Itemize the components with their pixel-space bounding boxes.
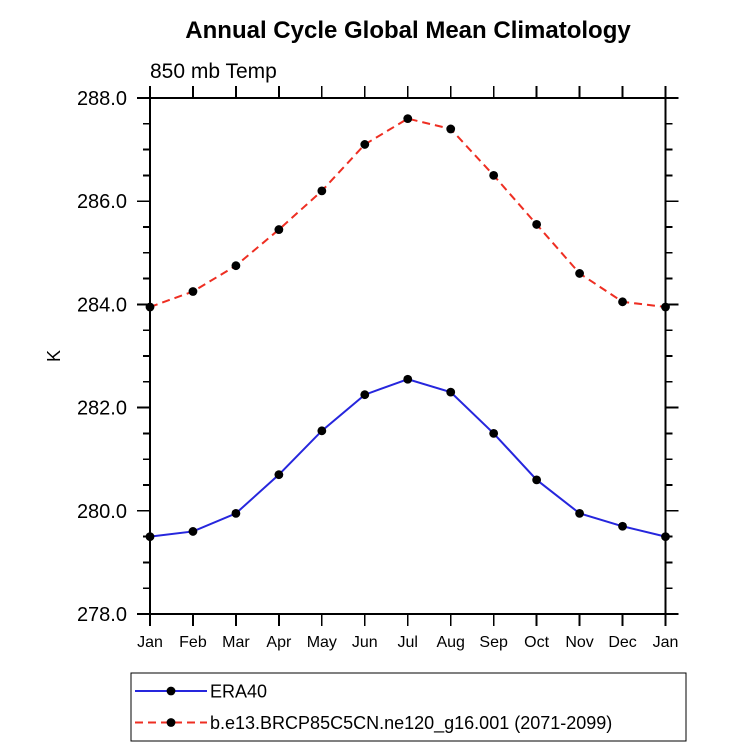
y-tick-label: 284.0 bbox=[77, 294, 127, 316]
data-point-series-1 bbox=[446, 124, 456, 134]
data-point-series-1 bbox=[145, 302, 155, 312]
x-tick-label: Mar bbox=[222, 634, 250, 651]
legend-label-model: b.e13.BRCP85C5CN.ne120_g16.001 (2071-209… bbox=[210, 713, 612, 734]
chart-subtitle: 850 mb Temp bbox=[150, 60, 277, 83]
y-tick-label: 288.0 bbox=[77, 88, 127, 110]
data-point-series-1 bbox=[489, 171, 499, 180]
data-series bbox=[145, 114, 670, 541]
data-point-series-0 bbox=[188, 527, 198, 536]
data-point-series-1 bbox=[575, 269, 584, 278]
legend-marker-circle bbox=[166, 718, 176, 727]
x-tick-label: Oct bbox=[524, 634, 549, 651]
legend-box bbox=[130, 672, 687, 742]
data-point-series-1 bbox=[661, 302, 670, 312]
x-tick-labels: Jan Feb Mar Apr May Jun Jul Aug Sep Oct Nov Dec Jan bbox=[137, 634, 678, 651]
data-point-series-1 bbox=[188, 287, 198, 296]
y-tick-label: 282.0 bbox=[77, 398, 127, 420]
data-point-series-0 bbox=[575, 508, 584, 518]
x-tick-label: Jul bbox=[398, 634, 418, 651]
y-tick-label: 280.0 bbox=[77, 501, 127, 523]
y-tick-labels: 278.0 280.0 282.0 284.0 286.0 288.0 bbox=[77, 88, 127, 626]
legend-marker-circle bbox=[166, 686, 176, 696]
data-point-series-1 bbox=[231, 261, 241, 271]
x-tick-label: Feb bbox=[179, 634, 207, 651]
y-axis-label: K bbox=[44, 350, 64, 362]
data-point-series-1 bbox=[274, 225, 284, 234]
legend-label-era40: ERA40 bbox=[210, 682, 267, 702]
data-point-series-0 bbox=[360, 390, 370, 400]
data-point-series-0 bbox=[661, 532, 670, 541]
series-line-1 bbox=[149, 117, 666, 308]
x-tick-label: Jan bbox=[137, 634, 163, 651]
data-point-series-0 bbox=[145, 532, 155, 541]
legend-item-era40: ERA40 bbox=[135, 682, 267, 702]
x-tick-label: Jan bbox=[653, 634, 679, 651]
data-point-series-0 bbox=[231, 508, 241, 518]
x-tick-label: Jun bbox=[352, 634, 378, 651]
y-tick-label: 286.0 bbox=[77, 191, 127, 213]
data-point-series-0 bbox=[274, 470, 284, 480]
data-point-series-0 bbox=[489, 429, 499, 438]
data-point-series-1 bbox=[618, 297, 627, 307]
data-point-series-0 bbox=[317, 426, 327, 436]
data-point-series-0 bbox=[618, 521, 627, 531]
data-point-series-1 bbox=[360, 140, 370, 149]
axis-ticks bbox=[137, 86, 679, 626]
x-tick-label: Dec bbox=[608, 634, 636, 651]
data-point-series-0 bbox=[446, 387, 456, 397]
legend: ERA40 b.e13.BRCP85C5CN.ne120_g16.001 (20… bbox=[130, 672, 687, 742]
x-tick-label: Nov bbox=[565, 634, 593, 651]
plot-frame bbox=[149, 97, 667, 615]
legend-item-model: b.e13.BRCP85C5CN.ne120_g16.001 (2071-209… bbox=[135, 713, 612, 734]
x-tick-label: May bbox=[307, 634, 337, 651]
data-point-series-1 bbox=[317, 186, 327, 196]
x-tick-label: Sep bbox=[479, 634, 508, 651]
data-point-series-0 bbox=[532, 475, 542, 485]
data-point-series-0 bbox=[403, 374, 413, 384]
chart-title: Annual Cycle Global Mean Climatology bbox=[185, 17, 631, 44]
x-tick-label: Apr bbox=[266, 634, 292, 651]
data-point-series-1 bbox=[403, 114, 413, 124]
series-line-0 bbox=[149, 378, 666, 538]
x-tick-label: Aug bbox=[436, 634, 464, 651]
data-point-series-1 bbox=[532, 220, 542, 229]
y-tick-label: 278.0 bbox=[77, 604, 127, 626]
